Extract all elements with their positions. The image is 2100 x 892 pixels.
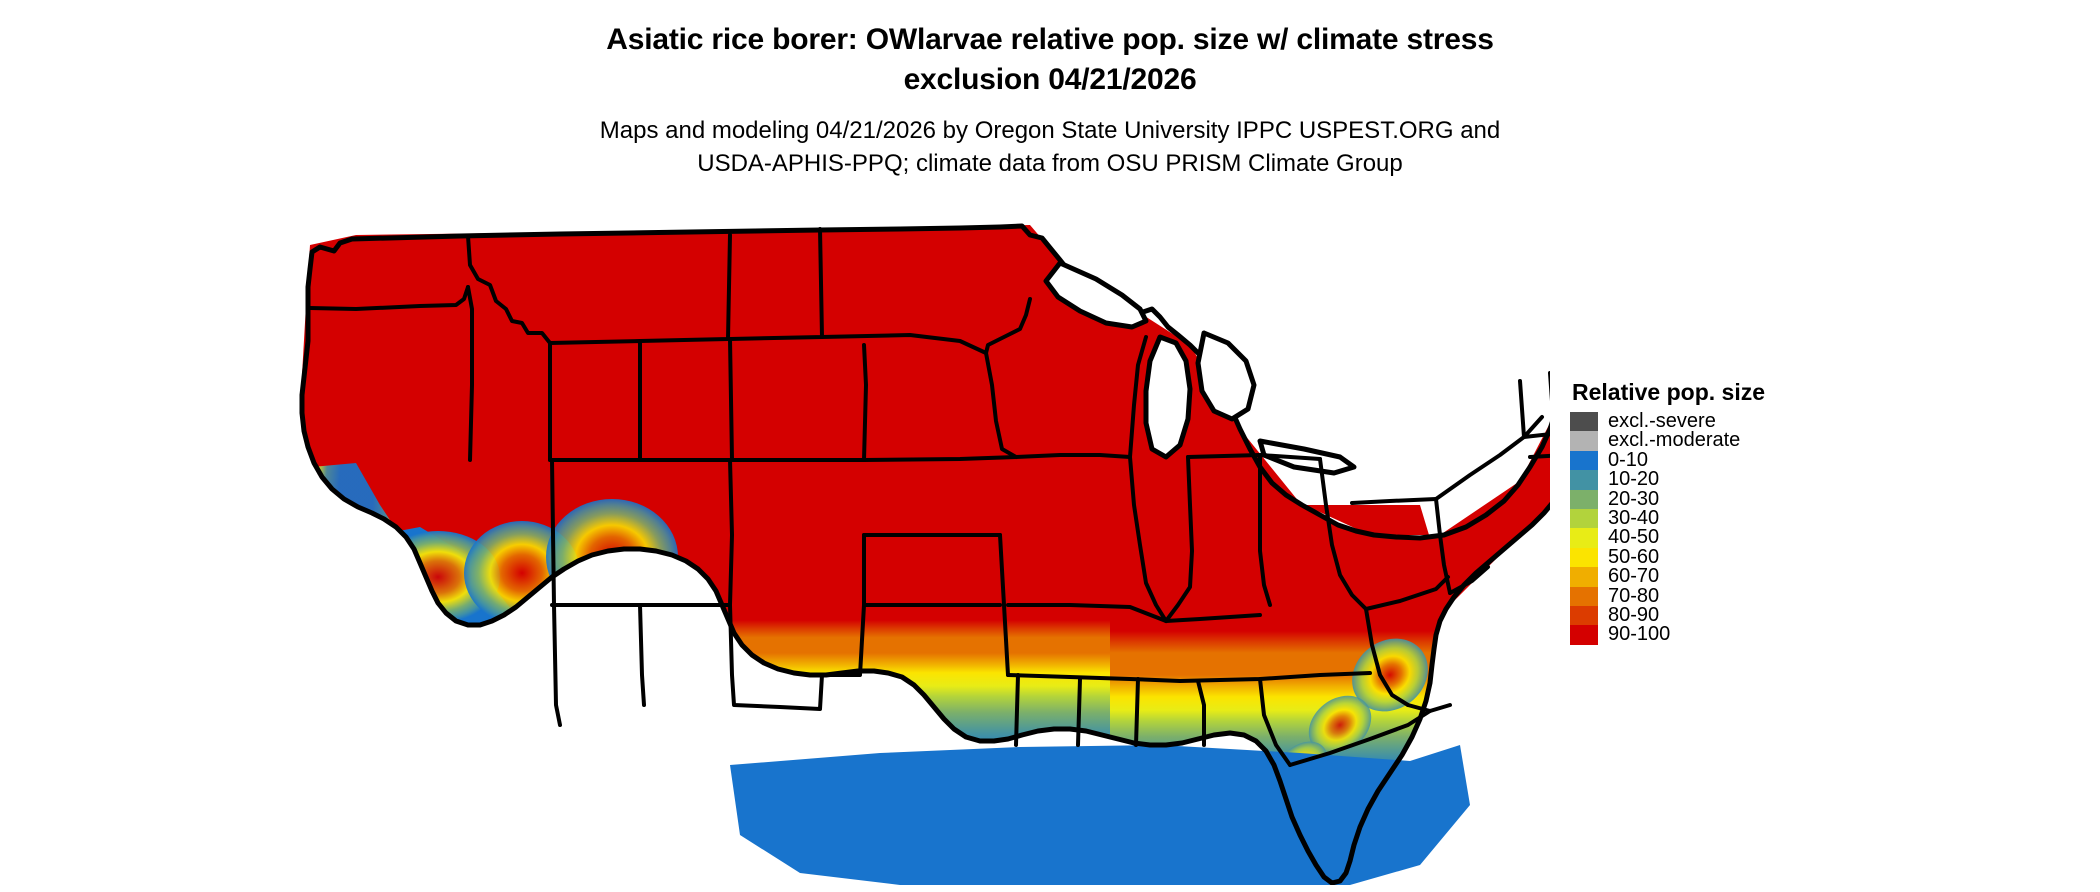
border-in-oh [1258,453,1272,607]
border-wv-va [1364,607,1410,707]
national-border [299,223,1550,885]
border-ms-al [1076,677,1082,747]
legend-item-label: 40-50 [1608,526,1660,549]
border-mn-ia [984,297,1032,355]
legend-item-label: 80-90 [1608,603,1660,626]
border-mo-il [1128,455,1168,623]
legend-item: 60-70 [1570,565,1900,588]
border-mo-ar [1006,603,1168,623]
border-ma-n [1522,432,1550,439]
border-or-id [466,285,474,462]
legend-color-swatch [1570,567,1598,587]
state-borders [308,227,1550,767]
legend-item-list: excl.-severe excl.-moderate 0-10 10-20 20-30… [1570,410,1900,646]
legend-item-label: 90-100 [1608,623,1671,646]
legend-item-label: 0-10 [1608,448,1649,471]
legend-item-label: 60-70 [1608,565,1660,588]
border-ny-pa-n [1434,415,1544,501]
legend-item: 0-10 [1570,448,1900,471]
border-nj-de [1448,565,1490,595]
legend-item: 30-40 [1570,506,1900,529]
legend-color-swatch [1570,625,1598,645]
legend-title: Relative pop. size [1572,379,1766,405]
border-ok-ar-mo [998,533,1010,677]
legend-item-label: excl.-moderate [1608,429,1741,452]
lake-huron-erie [1195,330,1257,422]
region-pacific-northwest [302,230,740,475]
border-ks-ne [862,455,1018,462]
legend-color-swatch [1570,412,1598,432]
legend-color-swatch [1570,547,1598,568]
border-il-in [1164,455,1194,623]
border-co-ut [728,458,734,607]
legend-item: 50-60 [1570,545,1900,568]
border-ut-nv [550,458,556,607]
border-il-in-top [1186,453,1322,461]
border-ga-fl [1196,679,1206,747]
border-tn-south [1006,671,1372,683]
legend-item-label: 70-80 [1608,584,1660,607]
map-header: Asiatic rice borer: OWlarvae relative po… [0,0,2100,180]
legend-item: 10-20 [1570,468,1900,491]
border-id-mt [466,234,552,345]
border-nv-az [552,603,562,727]
legend-color-swatch [1570,528,1598,548]
border-az-nm [638,603,646,707]
boundary-layer [299,223,1550,885]
us-map-svg [260,205,1550,885]
appalachian-ridge-core [1352,638,1428,712]
page-subtitle: Maps and modeling 04/21/2026 by Oregon S… [599,117,1501,177]
lake-superior [1043,260,1149,330]
border-ia-il [1128,335,1148,459]
border-wv-md [1364,575,1450,611]
border-sd-wy [728,337,734,462]
legend-color-swatch [1570,586,1598,606]
border-ky-tn [1164,613,1262,623]
region-south-lowland [730,745,1470,885]
legend-color-swatch [1570,605,1598,626]
legend-item-label: 50-60 [1608,545,1660,568]
border-sc-nc [1288,709,1432,767]
page-title: Asiatic rice borer: OWlarvae relative po… [606,23,1494,96]
legend-item-label: 10-20 [1608,468,1660,491]
border-nc-va [1406,703,1452,713]
legend-item-label: 30-40 [1608,506,1660,529]
legend-item: 20-30 [1570,487,1900,510]
lake-michigan [1143,334,1193,460]
border-al-ga [1134,677,1140,747]
border-sd-ne [820,333,988,355]
border-nm-tx-ok [728,603,866,711]
legend-item-label: excl.-severe [1608,410,1716,432]
legend-item: excl.-severe [1570,410,1900,432]
border-wa-or [308,285,470,311]
legend-item: 70-80 [1570,584,1900,607]
legend-color-swatch [1570,470,1598,490]
legend-color-swatch [1570,450,1598,471]
legend-color-swatch [1570,431,1598,451]
border-oh-wv [1318,457,1368,611]
border-oh-pa [1350,497,1438,505]
legend-color-swatch [1570,508,1598,529]
legend-item: 90-100 [1570,623,1900,646]
border-ny-vt [1518,379,1526,439]
legend-color-swatch [1570,489,1598,509]
border-ga-sc [1258,677,1292,767]
blue-ridge-core [1308,695,1372,755]
border-ar-la [1014,673,1020,747]
legend-item: 80-90 [1570,603,1900,626]
choropleth-map [260,205,1550,885]
legend-item-label: 20-30 [1608,487,1660,510]
map-legend: Relative pop. size excl.-severe excl.-mod… [1570,378,1900,645]
border-ia-ne [984,351,1018,459]
border-ma-ct-ri [1528,453,1550,459]
border-ia-mo [1014,453,1132,459]
border-ne-ks [862,343,868,462]
legend-item: excl.-moderate [1570,429,1900,452]
legend-item: 40-50 [1570,526,1900,549]
